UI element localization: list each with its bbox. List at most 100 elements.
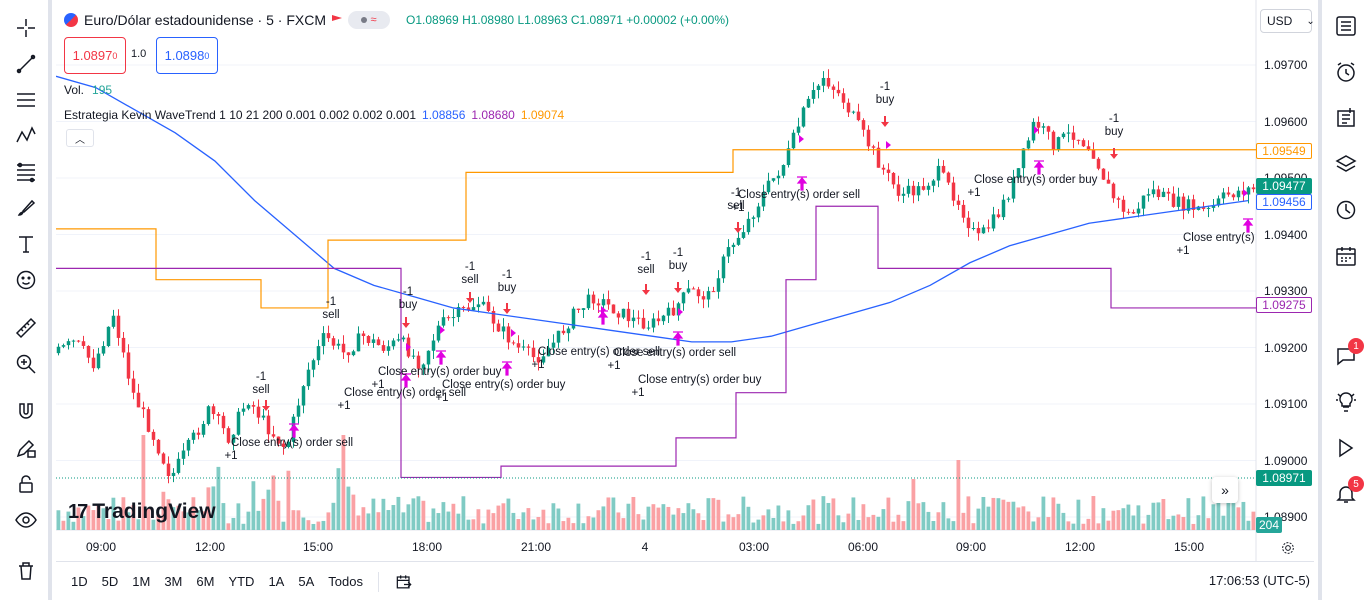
currency-select[interactable]: USD ⌄	[1260, 9, 1315, 33]
volume-bar	[736, 514, 741, 530]
candle-body	[461, 307, 466, 309]
volume-bar	[206, 487, 211, 530]
volume-bar	[116, 520, 121, 530]
range-1d-button[interactable]: 1D	[71, 574, 88, 589]
candle-body	[221, 415, 226, 429]
trend-line-icon[interactable]	[10, 48, 42, 80]
candle-body	[351, 351, 356, 356]
volume-bar	[1236, 507, 1241, 530]
brush-icon[interactable]	[10, 192, 42, 224]
volume-bar	[276, 500, 281, 530]
chevron-up-icon: ︿	[75, 134, 85, 146]
candle-body	[726, 247, 731, 257]
range-6m-button[interactable]: 6M	[196, 574, 215, 589]
strategy-legend[interactable]: Estrategia Kevin WaveTrend 1 10 21 200 0…	[64, 108, 564, 122]
eye-icon[interactable]	[10, 504, 42, 536]
candle-body	[1091, 150, 1096, 159]
alarm-clock-icon	[1337, 62, 1355, 82]
price-axis-label: 1.09100	[1264, 397, 1308, 411]
clock-timezone[interactable]: 17:06:53 (UTC-5)	[1208, 573, 1310, 588]
symbol-title[interactable]: Euro/Dólar estadounidense · 5 · FXCM	[84, 12, 326, 28]
range-1a-button[interactable]: 1A	[268, 574, 285, 589]
data-mode-pill[interactable]: ≈	[348, 11, 390, 29]
watchlist-button[interactable]	[1330, 10, 1362, 42]
range-5d-button[interactable]: 5D	[101, 574, 119, 589]
chat-badge: 1	[1348, 338, 1364, 354]
zoom-in-icon[interactable]	[10, 348, 42, 380]
candle-body	[631, 317, 636, 322]
range-ytd-button[interactable]: YTD	[228, 574, 255, 589]
volume-bar	[201, 511, 206, 530]
calendar-button[interactable]	[1330, 240, 1362, 272]
tradingview-logo[interactable]: 17 TradingView	[68, 500, 216, 524]
volume-legend[interactable]: Vol. 195	[64, 83, 112, 97]
magnet-icon[interactable]	[10, 396, 42, 428]
chat-button[interactable]: 1	[1330, 338, 1364, 372]
range-5a-button[interactable]: 5A	[298, 574, 315, 589]
volume-bar	[1106, 520, 1111, 530]
volume-bar	[146, 508, 151, 530]
volume-bar	[751, 522, 756, 530]
range-3m-button[interactable]: 3M	[164, 574, 183, 589]
trash-icon[interactable]	[10, 555, 42, 587]
volume-bar	[546, 523, 551, 530]
candle-body	[696, 289, 701, 297]
chart-pane[interactable]: -1 sell Close entry(s) order sell +1 -1 buy -1…	[56, 0, 1315, 562]
volume-label: Vol.	[64, 83, 85, 97]
candle-body	[126, 352, 131, 379]
candle-body	[886, 169, 891, 173]
alerts-clock-button[interactable]	[1330, 56, 1362, 88]
horizontal-lines-icon[interactable]	[10, 84, 42, 116]
volume-bar	[651, 504, 656, 530]
lock-pencil-icon[interactable]	[10, 432, 42, 464]
scroll-to-realtime-button[interactable]: »	[1212, 477, 1238, 503]
sell-button[interactable]: 1.0897 0	[64, 37, 126, 74]
candle-body	[901, 193, 906, 196]
entry-arrow-icon	[1110, 148, 1118, 159]
streams-button[interactable]	[1330, 432, 1362, 464]
candle-body	[106, 326, 111, 347]
collapse-legend-button[interactable]: ︿	[66, 129, 94, 147]
ruler-icon[interactable]	[10, 312, 42, 344]
pattern-icon[interactable]	[10, 120, 42, 152]
hotlist-button[interactable]	[1330, 194, 1362, 226]
volume-bar	[111, 497, 116, 530]
ideas-button[interactable]	[1330, 386, 1362, 418]
volume-bar	[121, 497, 126, 530]
candle-body	[1251, 187, 1256, 190]
notifications-button[interactable]: 5	[1330, 476, 1364, 510]
fib-icon[interactable]	[10, 156, 42, 188]
volume-bar	[511, 512, 516, 530]
price-axis-label: 1.09300	[1264, 284, 1308, 298]
volume-bar	[821, 496, 826, 530]
volume-bar	[876, 516, 881, 530]
volume-bar	[556, 508, 561, 530]
data-window-button[interactable]	[1330, 102, 1362, 134]
volume-bar	[336, 468, 341, 530]
range-1m-button[interactable]: 1M	[132, 574, 151, 589]
volume-bar	[1096, 523, 1101, 530]
entry-arrow-icon	[466, 292, 474, 303]
trade-label: Close entry(s) order buy	[442, 379, 566, 391]
candle-body	[1106, 179, 1111, 184]
text-icon[interactable]	[10, 228, 42, 260]
volume-bar	[1116, 510, 1121, 530]
time-axis-label: 21:00	[520, 540, 552, 554]
layers-button[interactable]	[1330, 148, 1362, 180]
signal-triangle-icon	[440, 326, 445, 334]
volume-bar	[886, 497, 891, 530]
range-all-button[interactable]: Todos	[328, 574, 363, 589]
lock-icon[interactable]	[10, 468, 42, 500]
emoji-icon[interactable]	[10, 264, 42, 296]
date-range-button[interactable]	[387, 569, 421, 595]
trade-label: sell	[461, 274, 478, 286]
volume-bar	[91, 510, 96, 530]
candle-body	[766, 180, 771, 193]
target-icon	[1336, 200, 1356, 220]
candle-body	[246, 405, 251, 409]
crosshair-icon[interactable]	[10, 12, 42, 44]
buy-button[interactable]: 1.0898 0	[156, 37, 218, 74]
candle-body	[266, 415, 271, 435]
chart-settings-button[interactable]	[1278, 538, 1298, 558]
